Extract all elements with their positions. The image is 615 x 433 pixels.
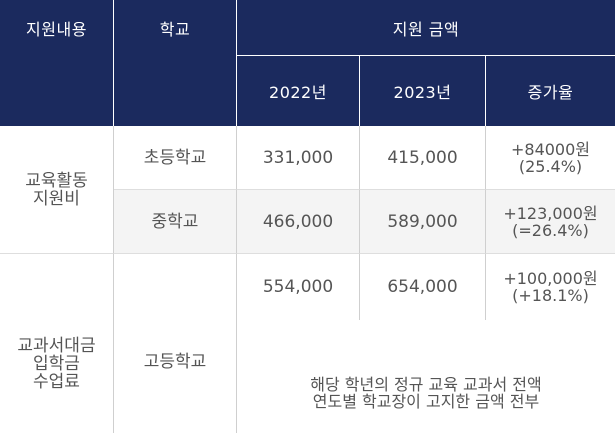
rate-line: +123,000원: [503, 203, 598, 223]
header-school-label: 학교: [159, 20, 191, 39]
header-school: 학교: [114, 0, 237, 56]
amount-2023: 654,000: [387, 277, 458, 297]
table-cell-school: 중학교: [114, 190, 237, 254]
rate-line: (+18.1%): [512, 286, 589, 305]
table-cell-2023: 589,000: [360, 190, 486, 254]
amount-2022: 554,000: [262, 277, 334, 297]
group-textbook-tuition-label: 교과서대금 입학금 수업료: [17, 297, 95, 391]
note-line: 연도별 학교장이 고지한 금액 전부: [312, 391, 540, 411]
header-support-amount-label: 지원 금액: [392, 19, 460, 39]
table-cell-rate: +100,000원 (+18.1%): [486, 254, 615, 320]
header-support-content: 지원내용: [0, 0, 114, 56]
school-name: 고등학교: [143, 351, 207, 372]
rate-line: +100,000원: [503, 269, 598, 288]
table-cell-2022: 466,000: [237, 190, 360, 254]
rate-line: (25.4%): [518, 156, 583, 176]
amount-2022: 466,000: [262, 211, 334, 232]
header-empty-1: [0, 56, 114, 126]
group-textbook-tuition: 교과서대금 입학금 수업료: [0, 254, 114, 433]
increase-rate: +123,000원 (=26.4%): [503, 205, 597, 239]
header-support-content-label: 지원내용: [26, 20, 87, 39]
header-year-2023-label: 2023년: [393, 83, 452, 102]
rate-line: (=26.4%): [512, 220, 589, 240]
table-cell-2023: 654,000: [360, 254, 486, 320]
header-year-2023: 2023년: [360, 56, 486, 126]
group-education-activity-label: 교육활동 지원비: [25, 172, 88, 208]
table-cell-2023: 415,000: [360, 126, 486, 190]
group-label-line: 지원비: [33, 188, 80, 209]
group-education-activity: 교육활동 지원비: [0, 126, 114, 254]
increase-rate: +84000원 (25.4%): [511, 141, 590, 175]
note-line: 해당 학년의 정규 교육 교과서 전액: [310, 374, 542, 394]
rate-line: +84000원: [510, 139, 591, 159]
header-increase-rate-label: 증가율: [527, 83, 574, 102]
school-name: 중학교: [151, 211, 199, 232]
table-cell-rate: +123,000원 (=26.4%): [486, 190, 615, 254]
header-year-2022-label: 2022년: [269, 83, 327, 102]
header-empty-2: [114, 56, 237, 126]
group-label-line: 교육활동: [25, 170, 88, 191]
table-cell-rate: +84000원 (25.4%): [486, 126, 615, 190]
amount-2023: 589,000: [387, 211, 458, 232]
table-note: 해당 학년의 정규 교육 교과서 전액 연도별 학교장이 고지한 금액 전부: [237, 320, 615, 433]
table-cell-2022: 331,000: [237, 126, 360, 190]
note-text: 해당 학년의 정규 교육 교과서 전액 연도별 학교장이 고지한 금액 전부: [310, 376, 542, 410]
header-support-amount: 지원 금액: [237, 0, 615, 56]
amount-2023: 415,000: [387, 147, 458, 168]
table-cell-school: 고등학교: [114, 254, 237, 433]
group-label-line: 수업료: [33, 371, 80, 392]
group-label-line: 입학금: [33, 353, 80, 374]
group-label-line: 교과서대금: [17, 335, 96, 356]
school-name: 초등학교: [143, 147, 207, 168]
increase-rate: +100,000원 (+18.1%): [503, 270, 597, 304]
table-cell-school: 초등학교: [114, 126, 237, 190]
header-increase-rate: 증가율: [486, 56, 615, 126]
table-cell-2022: 554,000: [237, 254, 360, 320]
amount-2022: 331,000: [262, 147, 334, 168]
header-year-2022: 2022년: [237, 56, 360, 126]
